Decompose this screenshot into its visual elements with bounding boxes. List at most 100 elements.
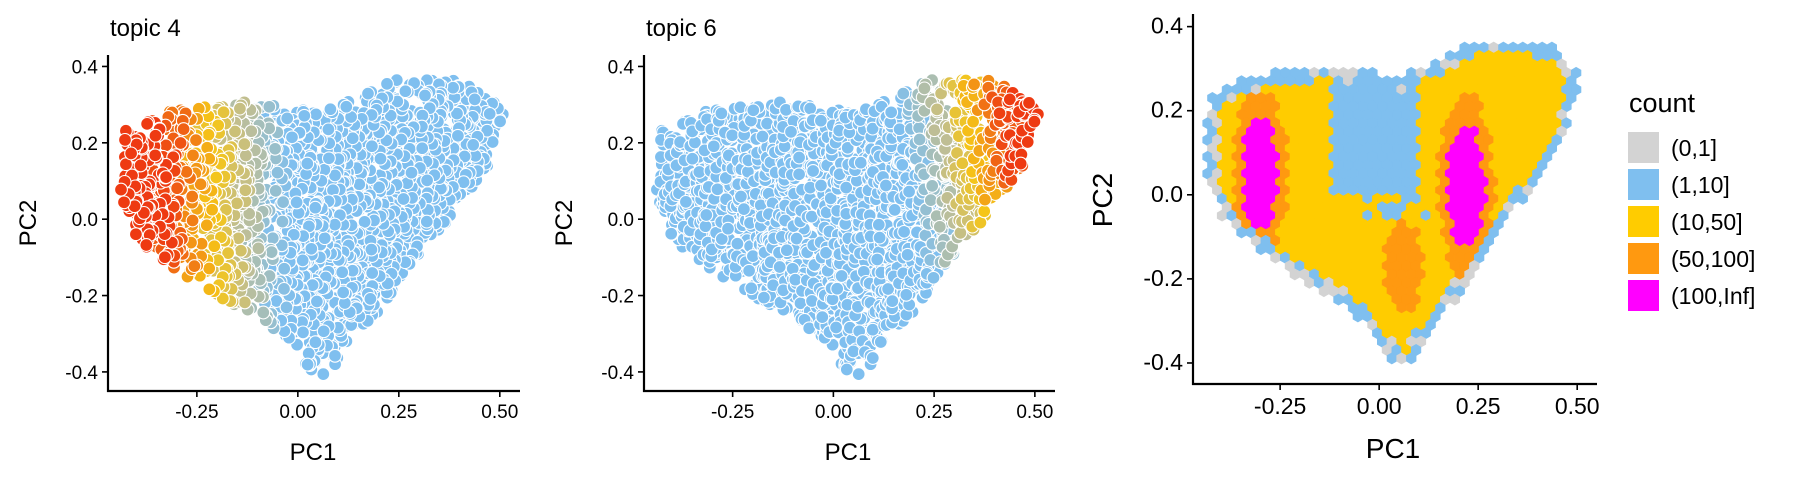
scatter-point: [926, 270, 941, 285]
scatter-point: [148, 128, 163, 143]
scatter-point: [917, 81, 932, 96]
scatter-point: [233, 243, 248, 258]
scatter-point: [878, 178, 893, 193]
scatter-point: [335, 265, 350, 280]
scatter-point: [927, 123, 942, 138]
scatter-point: [396, 192, 411, 206]
scatter-point: [967, 77, 982, 92]
scatter-point: [846, 344, 861, 359]
scatter-point: [296, 325, 310, 340]
scatter-point: [124, 146, 139, 161]
y-tick-label: 0.2: [608, 134, 634, 155]
scatter-point: [118, 132, 132, 147]
scatter-point: [872, 230, 887, 245]
scatter-point: [744, 281, 759, 296]
scatter-point: [277, 281, 291, 296]
scatter-point: [285, 130, 299, 145]
y-tick-label: -0.2: [601, 287, 634, 308]
scatter-point: [788, 272, 803, 287]
scatter-point: [297, 108, 312, 123]
scatter-point: [185, 189, 200, 204]
scatter-point: [815, 310, 830, 325]
scatter-point: [977, 192, 992, 207]
scatter-point: [256, 305, 271, 320]
y-axis-ticks: -0.4-0.20.00.20.4: [601, 57, 644, 384]
scatter-point: [244, 124, 259, 139]
scatter-point: [814, 178, 828, 193]
scatter-point: [829, 320, 844, 335]
scatter-point: [873, 335, 888, 349]
scatter-point: [493, 114, 508, 129]
scatter-point: [664, 226, 679, 241]
scatter-point: [953, 225, 968, 240]
scatter-point: [685, 151, 700, 166]
scatter-point: [792, 167, 807, 182]
scatter-point: [189, 133, 203, 148]
y-tick-label: -0.4: [65, 363, 98, 384]
scatter-point: [450, 106, 464, 121]
scatter-point: [187, 259, 202, 274]
y-tick-label: 0.4: [72, 57, 99, 78]
y-tick-label: 0.0: [72, 210, 98, 231]
scatter-point: [467, 92, 482, 107]
scatter-point: [316, 367, 331, 382]
scatter-point: [232, 101, 247, 116]
y-tick-label: -0.4: [601, 363, 634, 384]
x-axis-ticks: -0.25 0.00 0.25 0.50: [175, 391, 518, 423]
scatter-point: [268, 183, 283, 198]
scatter-point: [779, 243, 794, 258]
scatter-point: [466, 137, 481, 152]
scatter-point: [895, 157, 910, 172]
scatter-point: [304, 241, 319, 256]
scatter-point: [117, 195, 131, 210]
scatter-point: [202, 261, 217, 276]
scatter-point: [900, 247, 915, 262]
scatter-point: [865, 322, 880, 337]
scatter-point: [834, 269, 849, 283]
scatter-point: [339, 99, 354, 114]
scatter-point: [148, 148, 163, 163]
panel-title: topic 6: [646, 15, 717, 42]
x-tick-label: 0.00: [279, 402, 316, 423]
scatter-point: [678, 194, 693, 209]
scatter-point: [237, 295, 252, 310]
scatter-point: [1020, 135, 1035, 149]
scatter-point: [199, 218, 214, 233]
scatter-point: [730, 236, 745, 251]
scatter-point: [114, 182, 128, 197]
scatter-point: [742, 263, 757, 278]
scatter-point: [264, 245, 279, 260]
panel-title: topic 4: [110, 15, 181, 42]
scatter-point: [170, 181, 185, 196]
scatter-point: [202, 282, 217, 297]
scatter-point: [932, 219, 947, 234]
scatter-point: [930, 102, 944, 117]
scatter-point: [251, 241, 266, 256]
scatter-point: [839, 362, 854, 377]
scatter-point: [201, 127, 216, 142]
scatter-point: [865, 351, 880, 365]
scatter-point: [262, 99, 277, 114]
hexbin-panel: -0.4-0.20.00.20.4 -0.25 0.00 0.25 0.50 PC1 …: [1087, 13, 1600, 464]
scatter-point: [756, 290, 771, 305]
scatter-point: [323, 102, 338, 117]
scatter-point: [237, 137, 252, 152]
scatter-point: [745, 249, 760, 264]
scatter-point: [133, 158, 148, 173]
scatter-point: [1027, 114, 1042, 129]
scatter-point: [300, 156, 315, 171]
scatter-point: [308, 200, 323, 215]
scatter-point: [238, 183, 253, 198]
scatter-point: [205, 202, 220, 217]
scatter-point: [803, 101, 818, 116]
scatter-point: [275, 214, 290, 229]
scatter-point: [380, 76, 394, 91]
x-tick-label: -0.25: [175, 402, 218, 423]
scatter-panel-topic-4: topic 4 -0.4-0.20.00.20.4 -0.25 0.00 0.25 0…: [15, 15, 520, 466]
scatter-point: [418, 88, 432, 103]
scatter-panel-topic-6: topic 6 -0.4-0.20.00.20.4 -0.25 0.00 0.25 0…: [551, 15, 1055, 466]
scatter-point: [363, 291, 378, 306]
scatter-point: [830, 281, 845, 296]
scatter-point: [139, 238, 154, 252]
scatter-point: [316, 324, 331, 339]
